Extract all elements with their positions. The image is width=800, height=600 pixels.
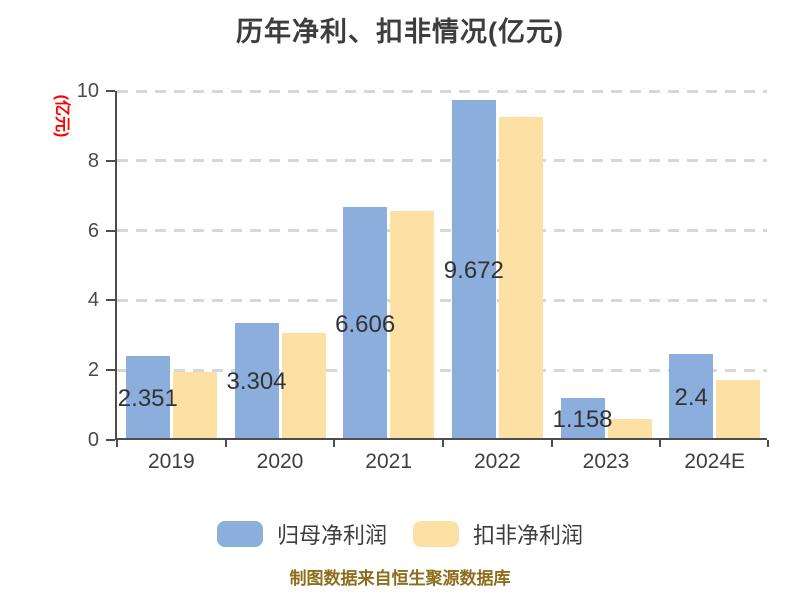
x-tick-label: 2022 xyxy=(473,450,521,473)
y-axis-tick xyxy=(106,439,115,441)
y-tick-label: 0 xyxy=(87,429,99,451)
x-axis-tick xyxy=(550,440,553,447)
x-axis-tick xyxy=(224,440,227,447)
gridline xyxy=(117,298,767,302)
x-tick-label: 2024E xyxy=(684,450,746,473)
plot-area: 0 2 4 6 8 10 2.351 2019 3.304 2020 6.606 2021 9.672 2… xyxy=(77,80,769,473)
gridline xyxy=(117,89,767,93)
x-axis-tick xyxy=(333,440,336,447)
bar-value-label: 2.4 xyxy=(674,384,708,412)
legend-swatch-blue xyxy=(216,521,263,547)
x-axis-tick xyxy=(116,440,118,447)
chart-title: 历年净利、扣非情况(亿元) xyxy=(236,17,564,47)
bar-归母净利润-2021 xyxy=(343,207,388,438)
x-axis-tick xyxy=(767,440,769,447)
legend-label-non-recurring-profit: 扣非净利润 xyxy=(473,523,584,548)
y-tick-label: 8 xyxy=(87,149,99,172)
y-tick-label: 6 xyxy=(87,219,99,242)
x-tick-label: 2020 xyxy=(256,450,304,473)
y-axis-tick xyxy=(106,90,115,92)
bar-扣非净利润-2021 xyxy=(390,211,435,438)
bar-扣非净利润-2020 xyxy=(281,333,326,438)
x-tick-label: 2019 xyxy=(147,450,195,473)
bar-归母净利润-2024E xyxy=(669,354,714,438)
x-tick-label: 2021 xyxy=(365,450,413,473)
y-tick-label: 2 xyxy=(87,359,99,382)
y-axis-tick xyxy=(106,299,115,302)
data-source-note: 制图数据来自恒生聚源数据库 xyxy=(289,569,511,588)
bar-归母净利润-2019 xyxy=(125,355,170,438)
bar-value-label: 3.304 xyxy=(226,368,287,396)
bar-扣非净利润-2023 xyxy=(607,418,652,438)
legend-label-net-profit: 归母净利润 xyxy=(276,523,387,548)
bar-归母净利润-2023 xyxy=(560,397,605,438)
x-tick-label: 2023 xyxy=(582,450,630,473)
gridline xyxy=(117,229,767,233)
bar-归母净利润-2022 xyxy=(451,100,496,438)
y-axis-tick xyxy=(106,159,115,162)
legend-swatch-yellow xyxy=(413,521,459,547)
x-axis-tick xyxy=(442,440,444,447)
bar-value-label: 2.351 xyxy=(117,384,178,412)
y-tick-label: 10 xyxy=(76,80,99,102)
x-axis-tick xyxy=(659,440,662,447)
gridline xyxy=(117,159,767,163)
y-axis-tick xyxy=(106,229,115,232)
bar-归母净利润-2020 xyxy=(234,322,279,438)
bar-扣非净利润-2022 xyxy=(498,116,543,438)
gridline xyxy=(117,368,767,372)
legend: 归母净利润 扣非净利润 xyxy=(0,518,800,550)
bar-扣非净利润-2024E xyxy=(716,380,761,438)
bar-value-label: 6.606 xyxy=(335,310,396,338)
y-axis-tick xyxy=(106,369,115,372)
legend-item-non-recurring-profit: 扣非净利润 xyxy=(413,518,583,550)
y-tick-label: 4 xyxy=(87,289,99,312)
bar-value-label: 1.158 xyxy=(552,405,613,433)
bar-value-label: 9.672 xyxy=(443,257,504,285)
bar-扣非净利润-2019 xyxy=(172,371,217,438)
legend-item-net-profit: 归母净利润 xyxy=(216,518,387,550)
